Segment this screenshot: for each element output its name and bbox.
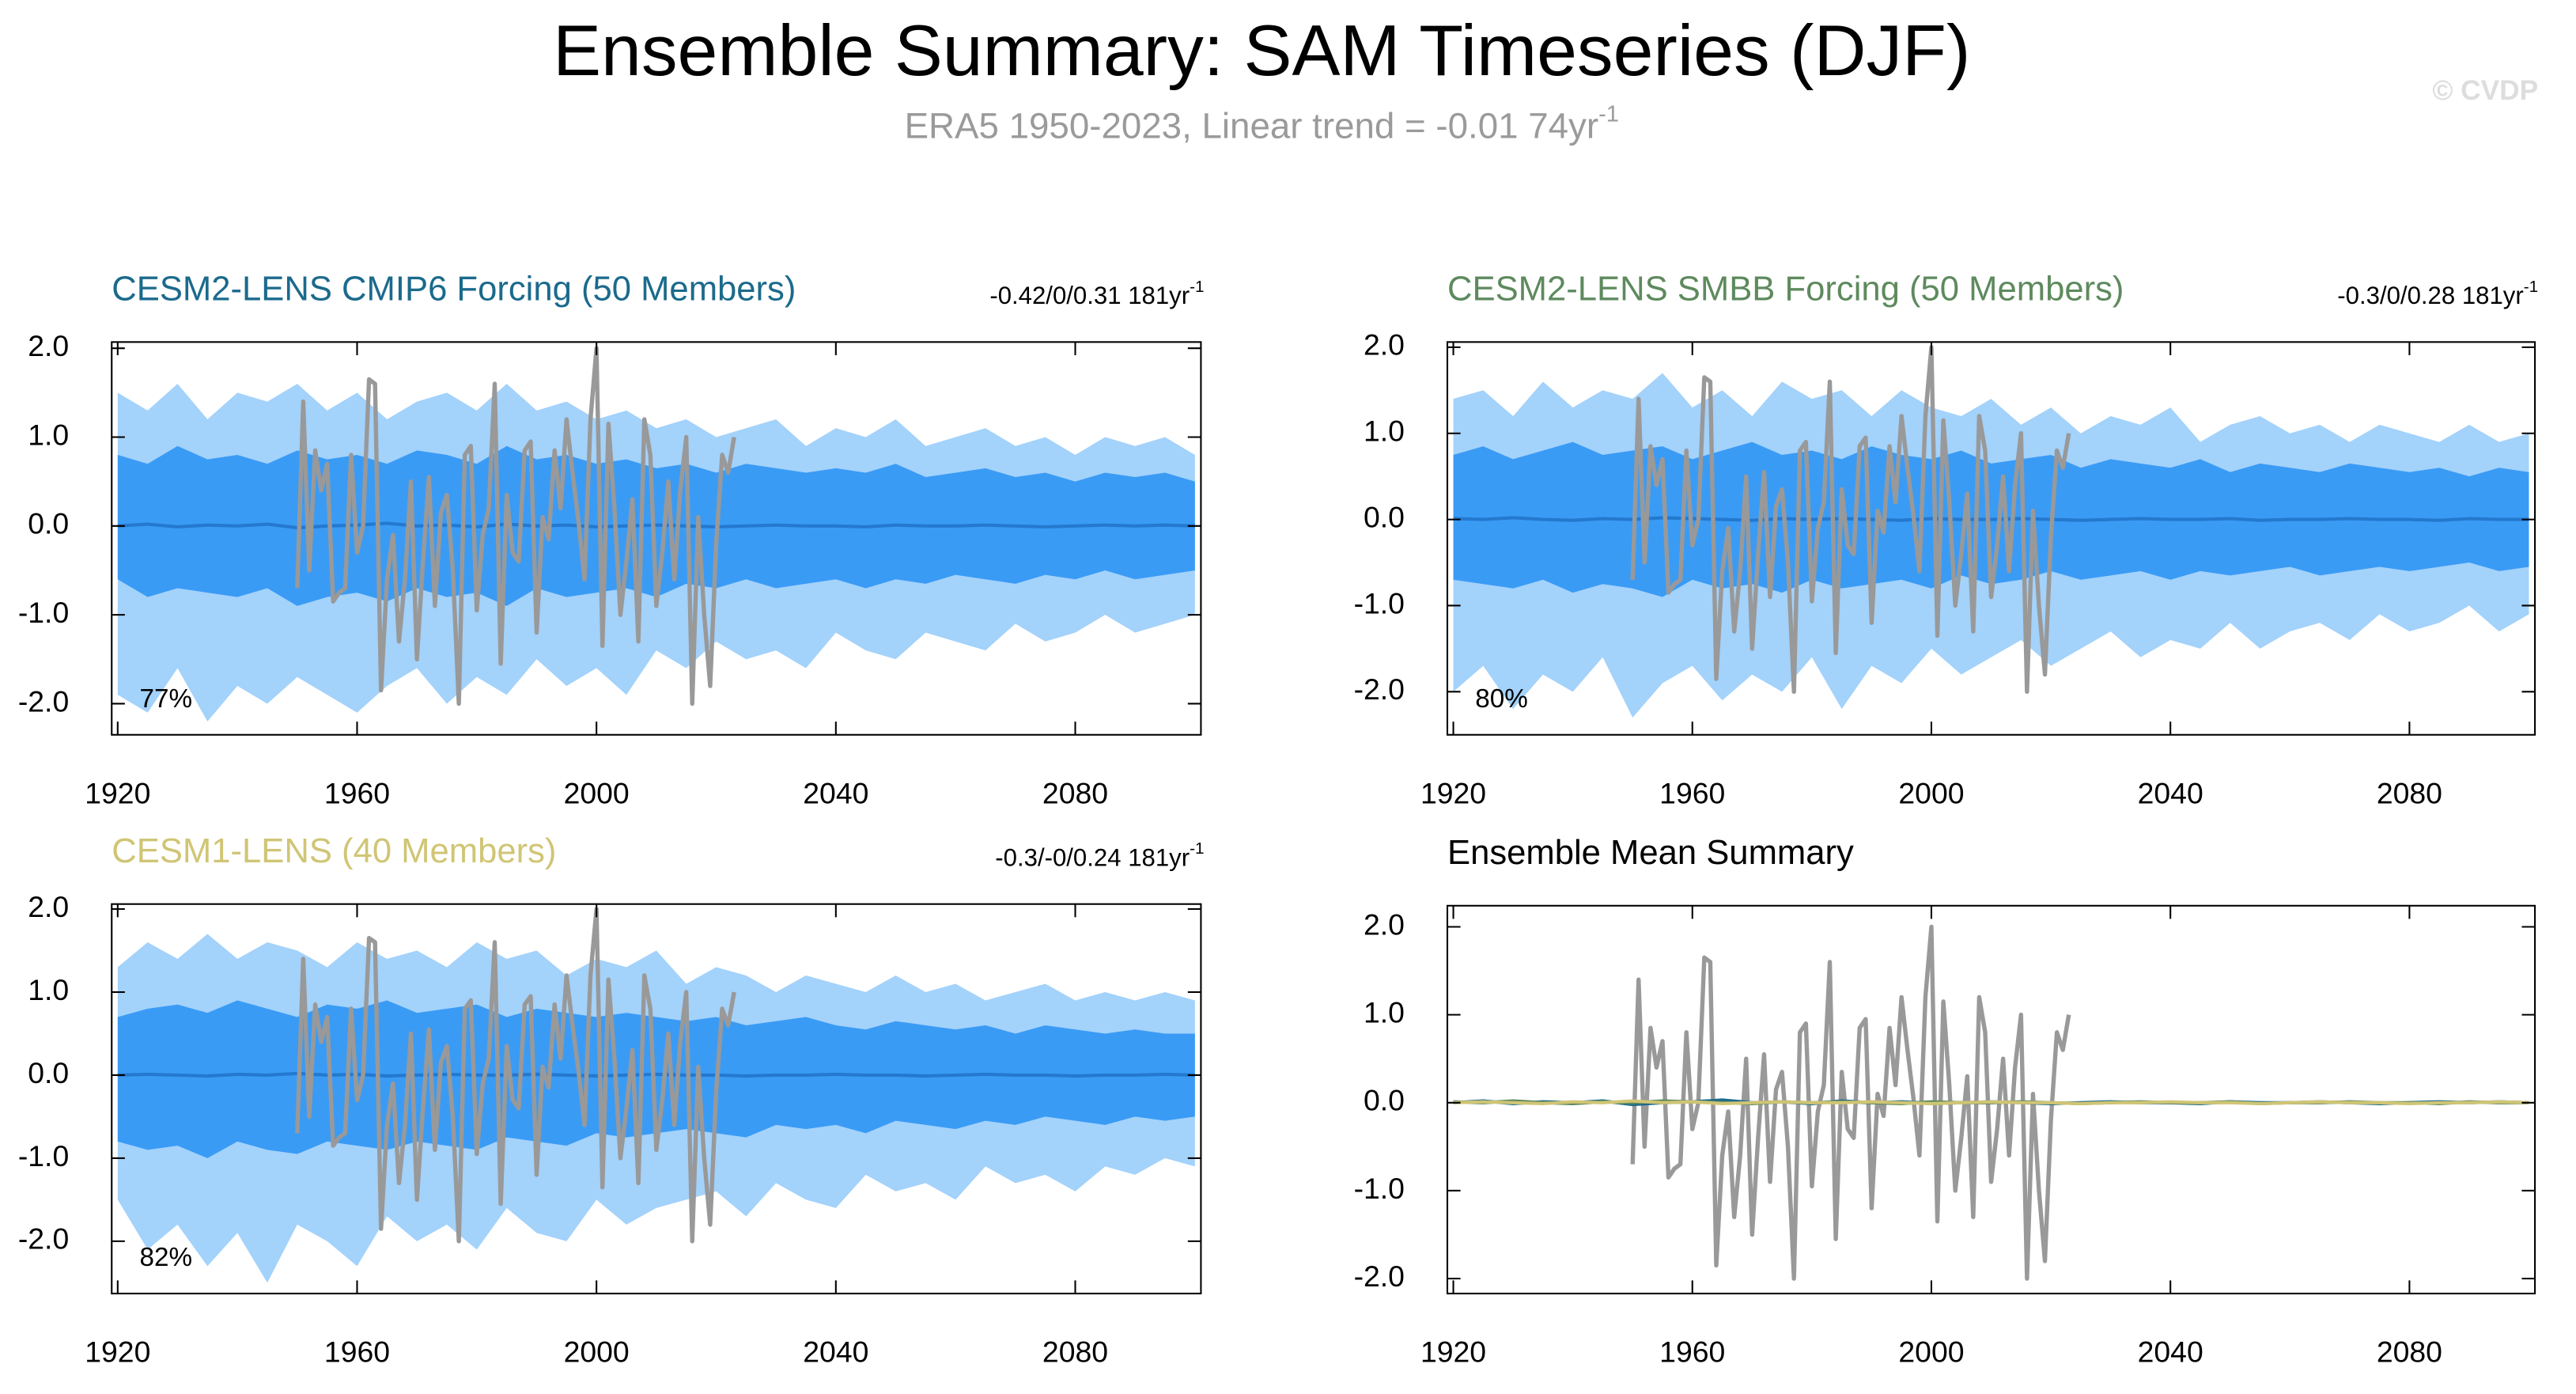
series-line xyxy=(117,1071,1195,1078)
y-tick-label: -2.0 xyxy=(18,684,69,718)
plot-frame xyxy=(111,341,1202,736)
panel-title: CESM2-LENS SMBB Forcing (50 Members) xyxy=(1447,270,2124,308)
x-tick-label: 2080 xyxy=(1042,1335,1108,1369)
trend-text: -0.3/-0/0.24 181yr xyxy=(995,844,1190,872)
y-tick-label: 2.0 xyxy=(28,890,69,923)
x-tick-label: 1920 xyxy=(1420,1335,1486,1369)
y-tick-label: 2.0 xyxy=(1364,907,1405,941)
y-tick-label: 2.0 xyxy=(28,329,69,362)
y-tick-label: 0.0 xyxy=(1364,1084,1405,1117)
y-tick-label: 0.0 xyxy=(28,507,69,540)
y-tick-label: -2.0 xyxy=(18,1222,69,1256)
x-tick-label: 1920 xyxy=(85,1335,150,1369)
panel: 1920 1960 2000 2040 2080 2.0 1.0 0.0 -1.0 -2.0 CES… xyxy=(18,270,1205,809)
x-tick-label: 1920 xyxy=(85,777,150,810)
x-tick-label: 2000 xyxy=(1898,777,1964,810)
plot-frame xyxy=(111,903,1202,1295)
plot-frame xyxy=(1446,341,2536,736)
x-tick-label: 2000 xyxy=(1898,1335,1964,1369)
y-tick-label: 0.0 xyxy=(28,1056,69,1089)
x-tick-label: 2000 xyxy=(564,1335,630,1369)
x-tick-label: 1960 xyxy=(324,777,390,810)
panel-title: CESM1-LENS (40 Members) xyxy=(112,832,556,870)
x-tick-label: 2040 xyxy=(2138,1335,2203,1369)
x-tick-label: 1960 xyxy=(324,1335,390,1369)
trend-label: -0.42/0/0.31 181yr-1 xyxy=(989,278,1204,309)
y-tick-label: -1.0 xyxy=(1354,586,1405,619)
y-tick-label: -1.0 xyxy=(18,1139,69,1172)
plot-area xyxy=(1453,924,2529,1281)
x-tick-label: 2040 xyxy=(803,777,868,810)
subtitle-text: ERA5 1950-2023, Linear trend = -0.01 74y… xyxy=(905,105,1599,146)
series-line xyxy=(295,346,736,706)
x-tick-label: 2080 xyxy=(1042,777,1108,810)
y-tick-label: 1.0 xyxy=(28,418,69,451)
panel: 1920 1960 2000 2040 2080 2.0 1.0 0.0 -1.0 -2.0 CES… xyxy=(18,832,1205,1369)
y-tick-label: 1.0 xyxy=(1364,415,1405,448)
y-tick-label: -2.0 xyxy=(1354,672,1405,706)
subtitle-superscript: -1 xyxy=(1598,101,1619,127)
watermark: © CVDP xyxy=(2432,75,2538,106)
x-tick-label: 2040 xyxy=(803,1335,868,1369)
trend-label: -0.3/0/0.28 181yr-1 xyxy=(2337,278,2538,309)
series-line xyxy=(295,907,736,1244)
x-tick-label: 2040 xyxy=(2138,777,2203,810)
y-tick-label: 0.0 xyxy=(1364,500,1405,533)
trend-label: -0.3/-0/0.24 181yr-1 xyxy=(995,840,1204,872)
y-tick-label: -1.0 xyxy=(1354,1172,1405,1205)
plot-area xyxy=(117,907,1195,1283)
x-tick-label: 2000 xyxy=(564,777,630,810)
trend-text: -0.3/0/0.28 181yr xyxy=(2337,282,2523,309)
annotation: 82% xyxy=(140,1243,193,1272)
figure-title: Ensemble Summary: SAM Timeseries (DJF) xyxy=(553,10,1970,91)
panel: 1920 1960 2000 2040 2080 2.0 1.0 0.0 -1.0 -2.0 Ens… xyxy=(1354,834,2536,1369)
y-tick-label: 1.0 xyxy=(28,973,69,1006)
x-tick-label: 1920 xyxy=(1420,777,1486,810)
y-tick-label: 1.0 xyxy=(1364,996,1405,1029)
y-tick-label: 2.0 xyxy=(1364,328,1405,362)
x-tick-label: 2080 xyxy=(2377,1335,2442,1369)
panel-title: Ensemble Mean Summary xyxy=(1447,834,1854,872)
y-tick-label: -2.0 xyxy=(1354,1260,1405,1293)
panel: 1920 1960 2000 2040 2080 2.0 1.0 0.0 -1.0 -2.0 CES… xyxy=(1354,270,2539,809)
x-tick-label: 2080 xyxy=(2377,777,2442,810)
y-tick-label: -1.0 xyxy=(18,596,69,629)
trend-superscript: -1 xyxy=(1190,278,1204,296)
trend-superscript: -1 xyxy=(1190,840,1204,858)
plot-area xyxy=(1453,345,2529,718)
series-line xyxy=(1453,516,2529,522)
trend-text: -0.42/0/0.31 181yr xyxy=(989,282,1190,309)
annotation: 77% xyxy=(140,684,193,714)
figure-subtitle: ERA5 1950-2023, Linear trend = -0.01 74y… xyxy=(905,101,1619,146)
trend-superscript: -1 xyxy=(2524,278,2538,296)
panel-title: CESM2-LENS CMIP6 Forcing (50 Members) xyxy=(112,270,796,308)
series-line xyxy=(1630,924,2071,1281)
series-line xyxy=(1453,1099,2529,1105)
x-tick-label: 1960 xyxy=(1659,777,1725,810)
series-line xyxy=(1630,345,2071,695)
annotation: 80% xyxy=(1475,684,1527,714)
plot-frame xyxy=(1446,904,2536,1295)
plot-area xyxy=(117,346,1195,722)
x-tick-label: 1960 xyxy=(1659,1335,1725,1369)
